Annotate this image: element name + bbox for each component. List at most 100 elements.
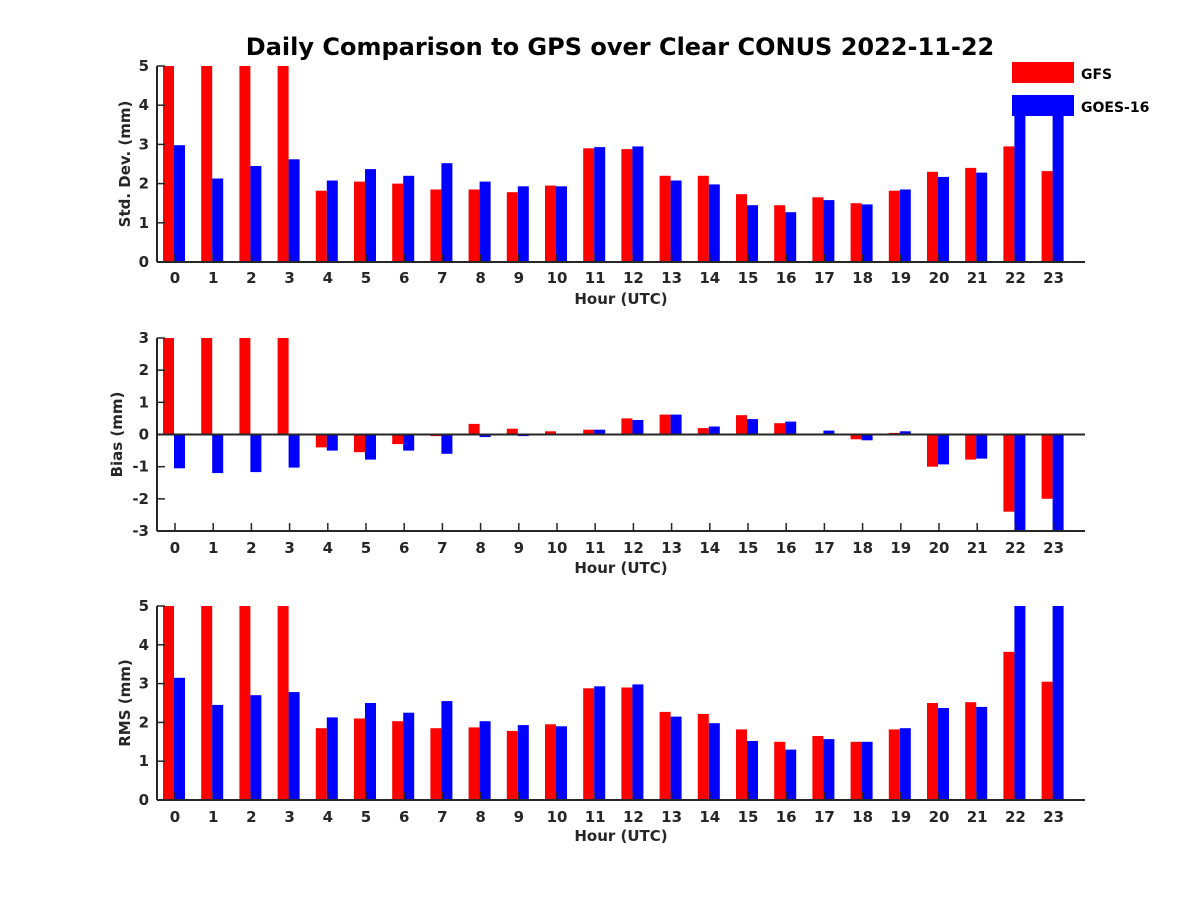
std-bar-gfs-12	[621, 149, 633, 262]
std-xtick-label: 9	[514, 269, 524, 287]
std-bar-goes16-18	[861, 204, 873, 262]
rms-bar-gfs-11	[583, 688, 595, 800]
std-bar-goes16-10	[556, 186, 567, 262]
bias-ytick-label: -3	[132, 522, 149, 540]
bias-xtick-label: 13	[661, 539, 682, 557]
std-bar-goes16-14	[708, 184, 720, 262]
bias-bar-gfs-6	[392, 434, 404, 445]
std-bar-goes16-21	[976, 172, 988, 262]
std-bar-goes16-13	[670, 180, 682, 262]
std-bar-goes16-8	[479, 181, 491, 262]
std-ytick-label: 0	[139, 253, 149, 271]
std-bar-gfs-10	[545, 185, 556, 262]
bias-bar-goes16-2	[250, 434, 262, 473]
legend-swatch-goes16	[1012, 95, 1074, 116]
std-xtick-label: 3	[284, 269, 294, 287]
rms-bar-gfs-12	[621, 687, 633, 800]
bias-ytick-label: -1	[132, 458, 149, 476]
std-bar-goes16-22	[1014, 99, 1026, 262]
rms-bar-goes16-21	[976, 706, 988, 800]
rms-bar-goes16-22	[1014, 606, 1026, 800]
rms-ytick-label: 0	[139, 791, 149, 809]
rms-bar-gfs-23	[1041, 681, 1053, 800]
std-bar-goes16-17	[823, 200, 835, 262]
bias-xtick-label: 6	[399, 539, 409, 557]
std-bar-gfs-4	[315, 190, 327, 262]
std-bar-goes16-4	[326, 180, 338, 262]
rms-bar-gfs-1	[201, 606, 213, 800]
bias-ytick-label: 3	[139, 329, 149, 347]
rms-bar-goes16-14	[708, 723, 720, 800]
rms-xtick-label: 17	[814, 808, 835, 826]
std-bar-goes16-11	[594, 147, 606, 262]
std-xtick-label: 10	[547, 269, 568, 287]
rms-xlabel: Hour (UTC)	[574, 827, 667, 845]
std-bar-gfs-2	[239, 66, 251, 262]
std-xtick-label: 18	[852, 269, 873, 287]
rms-bar-gfs-19	[888, 729, 900, 800]
rms-xtick-label: 22	[1005, 808, 1026, 826]
bias-xtick-label: 17	[814, 539, 835, 557]
std-bar-goes16-23	[1052, 107, 1064, 262]
std-xtick-label: 23	[1043, 269, 1064, 287]
std-bar-gfs-11	[583, 148, 595, 262]
bias-xtick-label: 5	[361, 539, 371, 557]
rms-xtick-label: 15	[738, 808, 759, 826]
bias-bar-gfs-11	[583, 429, 595, 435]
bias-bar-goes16-5	[365, 434, 376, 460]
std-bar-gfs-9	[506, 192, 518, 262]
bias-bar-gfs-1	[201, 338, 213, 435]
std-bar-gfs-21	[965, 167, 977, 262]
rms-bar-goes16-15	[747, 741, 758, 800]
rms-xtick-label: 23	[1043, 808, 1064, 826]
bias-bar-goes16-11	[594, 429, 606, 435]
bias-xtick-label: 19	[890, 539, 911, 557]
rms-xtick-label: 14	[699, 808, 720, 826]
std-xtick-label: 2	[246, 269, 256, 287]
bias-xtick-label: 4	[323, 539, 333, 557]
bias-bar-gfs-12	[621, 418, 633, 435]
bias-xtick-label: 3	[284, 539, 294, 557]
bias-bar-gfs-8	[468, 423, 480, 435]
std-ytick-label: 5	[139, 57, 149, 75]
std-bar-gfs-16	[774, 205, 786, 262]
legend-swatch-gfs	[1012, 62, 1074, 83]
rms-bar-goes16-16	[785, 749, 797, 800]
rms-bar-goes16-12	[632, 684, 644, 800]
std-bar-goes16-1	[212, 178, 224, 262]
bias-bar-gfs-23	[1041, 434, 1053, 499]
std-bar-goes16-6	[403, 175, 415, 262]
rms-bar-gfs-6	[392, 721, 404, 800]
std-xtick-label: 4	[323, 269, 333, 287]
bias-bar-goes16-15	[747, 419, 758, 435]
std-ytick-label: 3	[139, 135, 149, 153]
bias-bar-goes16-19	[899, 431, 911, 435]
bias-bar-gfs-4	[315, 434, 327, 448]
rms-bar-gfs-17	[812, 736, 824, 800]
bias-bar-gfs-18	[850, 434, 862, 440]
rms-xtick-label: 0	[170, 808, 180, 826]
rms-bar-gfs-15	[736, 729, 747, 800]
bias-ytick-label: -2	[132, 490, 149, 508]
bias-ytick-label: 0	[139, 426, 149, 444]
bias-bar-goes16-1	[212, 434, 224, 474]
rms-xtick-label: 13	[661, 808, 682, 826]
std-xlabel: Hour (UTC)	[574, 290, 667, 308]
std-bar-gfs-0	[163, 66, 174, 262]
std-xtick-label: 12	[623, 269, 644, 287]
std-ylabel: Std. Dev. (mm)	[116, 101, 134, 228]
rms-bar-goes16-20	[938, 708, 949, 800]
rms-bar-gfs-5	[354, 718, 365, 800]
bias-bar-gfs-15	[736, 415, 747, 435]
rms-xtick-label: 5	[361, 808, 371, 826]
bias-xtick-label: 12	[623, 539, 644, 557]
legend-label-gfs: GFS	[1081, 67, 1112, 83]
bias-bar-goes16-0	[174, 434, 185, 469]
bias-bar-gfs-21	[965, 434, 977, 460]
rms-bar-goes16-7	[441, 701, 453, 800]
rms-bar-goes16-18	[861, 741, 873, 800]
std-xtick-label: 13	[661, 269, 682, 287]
std-bar-goes16-19	[899, 189, 911, 262]
rms-xtick-label: 8	[475, 808, 485, 826]
